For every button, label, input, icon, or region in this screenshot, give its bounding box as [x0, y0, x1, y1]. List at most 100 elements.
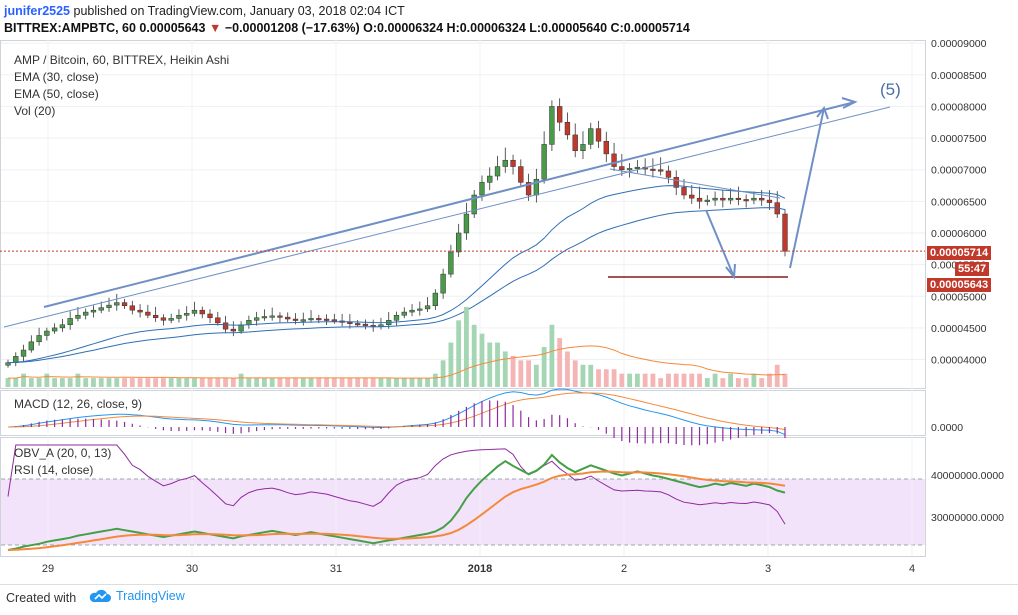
candle-body — [362, 323, 369, 326]
candle-body — [751, 197, 757, 201]
candle-body — [595, 128, 602, 142]
macd-signal-line — [7, 392, 786, 431]
candle-body — [580, 144, 586, 151]
candle-body — [246, 320, 252, 325]
volume-bar — [386, 378, 392, 387]
volume-bar — [673, 373, 679, 387]
chart-area[interactable]: 0.00009000 0.00008500 0.00008000 0.00007500… — [0, 38, 1018, 590]
candle-body — [106, 304, 112, 308]
volume-bar — [432, 373, 438, 387]
candle-body — [152, 314, 159, 319]
volume-bar — [471, 324, 477, 387]
volume-bar — [192, 378, 197, 387]
projection-arrow-up — [789, 107, 825, 269]
candle-body — [619, 166, 625, 170]
candle-body — [650, 168, 656, 171]
candle-body — [440, 273, 446, 294]
volume-bar — [510, 355, 516, 387]
rsi-pane-frame — [0, 437, 926, 557]
chart-svg[interactable]: 0.00009000 0.00008500 0.00008000 0.00007500… — [0, 38, 1018, 590]
volume-bar — [114, 378, 120, 387]
tradingview-cloud-icon — [89, 589, 111, 602]
candle-body — [114, 302, 120, 306]
candle-body — [510, 159, 516, 167]
candle-body — [199, 309, 205, 315]
time-tick-label: 2018 — [468, 563, 492, 575]
main-pane-frame — [0, 40, 926, 389]
volume-bar — [137, 378, 143, 387]
volume-bar — [440, 360, 446, 387]
candle-body — [75, 314, 81, 319]
candle-body — [518, 166, 524, 183]
candle-body — [557, 106, 563, 123]
username-link[interactable]: junifer2525 — [4, 4, 71, 18]
candle-body — [36, 335, 42, 343]
candle-body — [502, 159, 508, 167]
footer: Created with TradingView — [0, 584, 1018, 615]
candle-body — [253, 317, 260, 321]
candle-body — [735, 197, 742, 200]
volume-bar — [666, 373, 671, 387]
last-price-tag: 0.00005714 — [927, 246, 992, 260]
volume-bar — [425, 378, 430, 387]
ema30-line — [7, 185, 786, 364]
candle-body — [487, 175, 493, 183]
volume-bar — [59, 378, 65, 387]
volume-bar — [269, 378, 275, 387]
candle-body — [696, 197, 703, 202]
volume-bar — [347, 378, 353, 387]
candle-body — [448, 251, 454, 275]
candle-body — [215, 317, 221, 324]
volume-bar — [518, 360, 524, 387]
candle-body — [658, 169, 664, 172]
volume-bar — [464, 307, 469, 387]
volume-bar — [215, 378, 221, 387]
candle-body — [285, 316, 291, 320]
volume-bar — [355, 378, 361, 387]
candle-body — [409, 309, 415, 313]
volume-bar — [28, 378, 34, 387]
volume-bar — [588, 364, 594, 387]
volume-bar — [526, 360, 531, 387]
volume-bar — [448, 342, 454, 387]
tradingview-link[interactable]: TradingView — [88, 589, 185, 603]
publish-info: published on TradingView.com, January 03… — [73, 4, 405, 18]
volume-ma-line — [8, 345, 785, 379]
volume-bar — [557, 338, 563, 387]
volume-bar — [83, 378, 89, 387]
volume-bar — [13, 378, 19, 387]
candle-body — [417, 308, 423, 311]
volume-bar — [91, 378, 96, 387]
candle-body — [401, 311, 407, 316]
volume-bar — [689, 373, 695, 387]
candle-body — [20, 349, 27, 357]
candle-body — [673, 177, 679, 188]
candle-body — [176, 314, 182, 319]
time-tick-label: 4 — [909, 563, 915, 575]
candle-body — [665, 170, 672, 178]
volume-bar — [98, 378, 104, 387]
volume-bar — [300, 378, 306, 387]
candle-body — [191, 309, 198, 314]
candle-body — [471, 194, 477, 215]
obv-tick-label: 30000000.0000 — [931, 512, 1004, 524]
candle-body — [323, 318, 330, 321]
volume-bar — [619, 373, 625, 387]
candle-body — [222, 322, 229, 330]
candle-body — [292, 318, 299, 321]
volume-bar — [106, 378, 112, 387]
volume-bar — [456, 320, 462, 387]
candle-body — [588, 128, 594, 145]
volume-bar — [308, 378, 314, 387]
candle-body — [261, 316, 268, 319]
trendline-thin — [3, 106, 891, 328]
volume-bar — [495, 342, 500, 387]
volume-bar — [782, 373, 788, 387]
candle-body — [782, 213, 788, 252]
candle-body — [456, 232, 462, 253]
candle-body — [494, 166, 501, 177]
volume-bar — [394, 378, 399, 387]
candle-body — [549, 106, 555, 145]
candle-body — [611, 153, 617, 167]
legend-volume: Vol (20) — [14, 104, 56, 118]
